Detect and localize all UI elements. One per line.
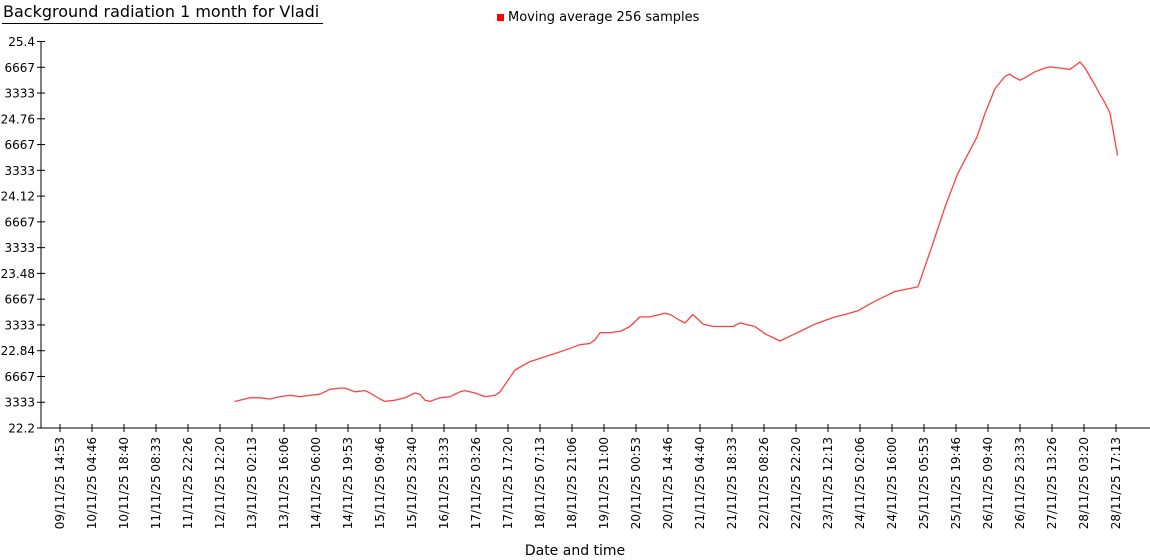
x-tick-label: 20/11/25 00:53 — [629, 437, 643, 529]
y-tick-label: 3333 — [4, 241, 35, 255]
x-tick-label: 10/11/25 18:40 — [117, 437, 131, 529]
x-tick-label: 14/11/25 06:00 — [309, 437, 323, 529]
series-line-moving-average — [234, 61, 1119, 403]
x-tick-label: 15/11/25 09:46 — [373, 437, 387, 529]
x-tick-label: 16/11/25 13:33 — [437, 437, 451, 529]
x-tick-label: 22/11/25 08:26 — [757, 437, 771, 529]
y-tick-label: 24.76 — [1, 112, 35, 126]
x-tick-label: 21/11/25 18:33 — [725, 437, 739, 529]
y-tick-label: 22.2 — [8, 422, 35, 436]
y-tick-label: 6667 — [4, 293, 35, 307]
y-tick-label: 3333 — [4, 164, 35, 178]
x-tick-label: 17/11/25 17:20 — [501, 437, 515, 529]
legend-swatch-icon — [497, 14, 504, 21]
y-tick-label: 22.84 — [1, 344, 35, 358]
x-tick-label: 14/11/25 19:53 — [341, 437, 355, 529]
x-tick-label: 25/11/25 05:53 — [917, 437, 931, 529]
x-tick-label: 21/11/25 04:40 — [693, 437, 707, 529]
x-tick-label: 20/11/25 14:46 — [661, 437, 675, 529]
x-tick-label: 18/11/25 07:13 — [533, 437, 547, 529]
x-tick-label: 15/11/25 23:40 — [405, 437, 419, 529]
x-tick-label: 24/11/25 02:06 — [853, 437, 867, 529]
y-tick-label: 24.12 — [1, 190, 35, 204]
x-tick-label: 27/11/25 13:26 — [1045, 437, 1059, 529]
x-tick-label: 19/11/25 11:00 — [597, 437, 611, 529]
y-tick-label: 23.48 — [1, 267, 35, 281]
x-tick-label: 17/11/25 03:26 — [469, 437, 483, 529]
x-tick-label: 26/11/25 23:33 — [1013, 437, 1027, 529]
x-tick-label: 09/11/25 14:53 — [53, 437, 67, 529]
x-tick-label: 18/11/25 21:06 — [565, 437, 579, 529]
y-tick-label: 6667 — [4, 61, 35, 75]
x-axis-title: Date and time — [524, 543, 626, 559]
axes — [40, 41, 1150, 429]
y-tick-label: 3333 — [4, 87, 35, 101]
x-tick-label: 24/11/25 16:00 — [885, 437, 899, 529]
x-tick-label: 11/11/25 22:26 — [181, 437, 195, 529]
x-tick-label: 12/11/25 12:20 — [213, 437, 227, 529]
y-tick-label: 6667 — [4, 138, 35, 152]
chart-title: Background radiation 1 month for Vladi — [2, 2, 324, 24]
x-tick-label: 22/11/25 22:20 — [789, 437, 803, 529]
legend-label: Moving average 256 samples — [508, 10, 700, 25]
x-tick-label: 28/11/25 03:20 — [1077, 437, 1091, 529]
x-tick-label: 13/11/25 02:13 — [245, 437, 259, 529]
y-tick-label: 6667 — [4, 215, 35, 229]
y-tick-label: 3333 — [4, 396, 35, 410]
legend: Moving average 256 samples — [497, 10, 699, 25]
x-tick-label: 25/11/25 19:46 — [949, 437, 963, 529]
x-tick-label: 11/11/25 08:33 — [149, 437, 163, 529]
x-tick-label: 23/11/25 12:13 — [821, 437, 835, 529]
x-tick-label: 26/11/25 09:40 — [981, 437, 995, 529]
y-tick-label: 3333 — [4, 318, 35, 332]
x-tick-label: 28/11/25 17:13 — [1109, 437, 1123, 529]
y-tick-label: 25.4 — [8, 35, 35, 49]
y-tick-label: 6667 — [4, 370, 35, 384]
x-tick-label: 13/11/25 16:06 — [277, 437, 291, 529]
x-tick-label: 10/11/25 04:46 — [85, 437, 99, 529]
